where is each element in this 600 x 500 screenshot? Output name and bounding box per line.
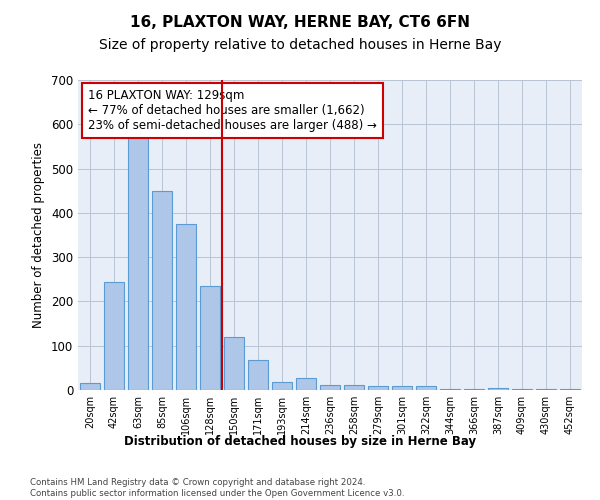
- Text: Contains HM Land Registry data © Crown copyright and database right 2024.
Contai: Contains HM Land Registry data © Crown c…: [30, 478, 404, 498]
- Bar: [272, 382, 292, 390]
- Bar: [344, 384, 364, 390]
- Bar: [80, 384, 100, 390]
- Bar: [224, 337, 244, 390]
- Bar: [128, 128, 148, 390]
- Bar: [392, 386, 412, 390]
- Bar: [464, 388, 484, 390]
- Bar: [512, 388, 532, 390]
- Bar: [560, 388, 580, 390]
- Bar: [248, 360, 268, 390]
- Bar: [320, 384, 340, 390]
- Bar: [152, 190, 172, 390]
- Bar: [488, 388, 508, 390]
- Bar: [104, 282, 124, 390]
- Bar: [416, 386, 436, 390]
- Text: 16, PLAXTON WAY, HERNE BAY, CT6 6FN: 16, PLAXTON WAY, HERNE BAY, CT6 6FN: [130, 15, 470, 30]
- Bar: [176, 224, 196, 390]
- Y-axis label: Number of detached properties: Number of detached properties: [32, 142, 46, 328]
- Text: Distribution of detached houses by size in Herne Bay: Distribution of detached houses by size …: [124, 435, 476, 448]
- Bar: [296, 378, 316, 390]
- Bar: [440, 388, 460, 390]
- Bar: [368, 386, 388, 390]
- Bar: [200, 286, 220, 390]
- Text: 16 PLAXTON WAY: 129sqm
← 77% of detached houses are smaller (1,662)
23% of semi-: 16 PLAXTON WAY: 129sqm ← 77% of detached…: [88, 90, 377, 132]
- Text: Size of property relative to detached houses in Herne Bay: Size of property relative to detached ho…: [99, 38, 501, 52]
- Bar: [536, 388, 556, 390]
